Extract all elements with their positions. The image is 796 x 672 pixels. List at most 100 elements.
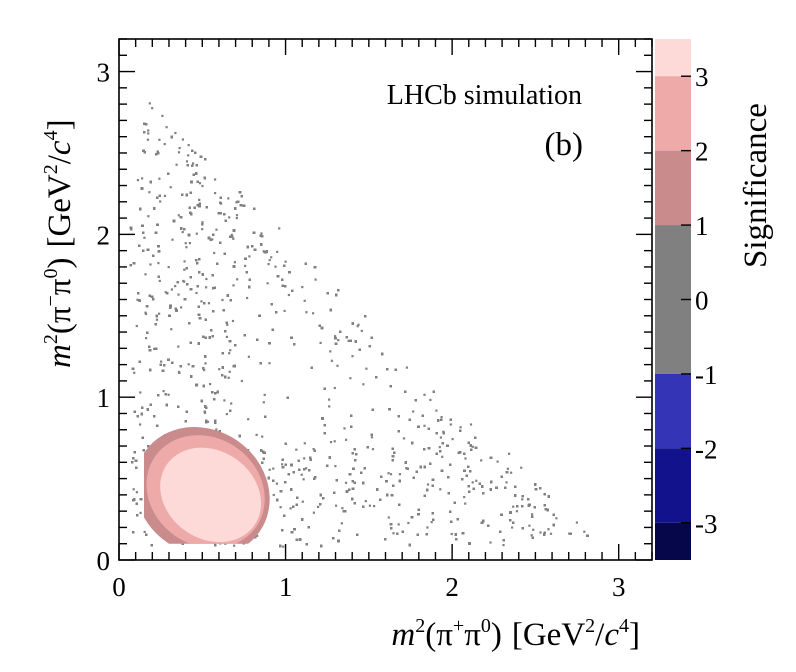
scatter-point [528, 524, 531, 527]
scatter-point [345, 438, 348, 441]
scatter-point [289, 507, 292, 510]
scatter-point [139, 511, 142, 514]
scatter-point [228, 370, 231, 373]
scatter-points [129, 102, 589, 548]
scatter-point [440, 416, 443, 419]
scatter-point [439, 436, 442, 439]
scatter-point [583, 530, 586, 533]
scatter-point [229, 349, 232, 352]
scatter-point [230, 233, 233, 236]
scatter-point [301, 500, 304, 503]
scatter-point [228, 352, 231, 355]
scatter-point [187, 144, 190, 147]
scatter-point [438, 446, 441, 449]
scatter-point [539, 531, 542, 534]
scatter-point [207, 302, 211, 305]
scatter-point [281, 463, 284, 466]
scatter-point [463, 496, 466, 499]
scatter-point [188, 242, 191, 245]
scatter-point [442, 430, 445, 433]
scatter-point [161, 114, 164, 117]
scatter-point [441, 455, 444, 458]
scatter-point [515, 510, 518, 513]
scatter-point [204, 362, 207, 365]
scatter-point [223, 399, 226, 402]
scatter-point [147, 132, 150, 135]
scatter-point [139, 391, 142, 394]
scatter-point [268, 362, 271, 365]
scatter-point [464, 502, 467, 505]
scatter-point [141, 177, 144, 180]
scatter-point [209, 383, 212, 386]
scatter-point [270, 256, 273, 259]
scatter-point [575, 521, 578, 524]
scatter-point [159, 200, 162, 203]
scatter-point [233, 544, 236, 547]
scatter-point [206, 420, 210, 423]
scatter-point [201, 228, 204, 231]
scatter-point [398, 473, 401, 476]
scatter-point [158, 279, 161, 282]
scatter-point [225, 413, 228, 416]
scatter-point [240, 379, 243, 383]
scatter-point [262, 401, 265, 404]
scatter-point [305, 311, 308, 314]
scatter-point [349, 377, 352, 380]
scatter-point [312, 511, 315, 514]
scatter-point [412, 410, 415, 413]
scatter-point [145, 337, 148, 340]
scatter-point [235, 201, 238, 204]
scatter-point [371, 448, 375, 451]
scatter-point [475, 479, 478, 482]
scatter-point [135, 491, 138, 494]
scatter-point [423, 424, 426, 427]
scatter-point [260, 232, 263, 235]
scatter-point [175, 163, 178, 166]
scatter-point [347, 339, 350, 342]
scatter-point [333, 440, 336, 443]
scatter-point [157, 262, 160, 265]
scatter-point [373, 505, 376, 508]
scatter-point [164, 291, 167, 294]
scatter-point [334, 335, 337, 338]
scatter-point [340, 522, 343, 525]
scatter-point [459, 426, 462, 429]
scatter-point [195, 291, 198, 295]
scatter-point [255, 433, 258, 436]
scatter-point [201, 184, 204, 188]
scatter-point [144, 311, 147, 314]
scatter-point [180, 306, 183, 309]
scatter-point [337, 339, 340, 342]
scatter-point [364, 500, 367, 503]
scatter-point [511, 526, 514, 529]
scatter-point [181, 138, 184, 141]
scatter-point [211, 238, 214, 241]
scatter-point [182, 279, 185, 283]
scatter-point [151, 107, 154, 110]
scatter-point [267, 263, 270, 266]
scatter-point [303, 457, 306, 460]
scatter-point [319, 341, 322, 344]
scatter-point [496, 460, 499, 463]
scatter-point [198, 198, 201, 201]
scatter-point [387, 472, 390, 475]
scatter-point [215, 428, 218, 431]
scatter-point [365, 367, 368, 370]
scatter-point [143, 530, 146, 533]
scatter-point [370, 436, 374, 439]
scatter-point [303, 442, 306, 445]
scatter-point [174, 285, 177, 288]
scatter-point [143, 236, 146, 239]
scatter-point [295, 448, 298, 451]
scatter-point [402, 437, 406, 440]
scatter-point [235, 217, 238, 220]
scatter-point [169, 186, 172, 189]
scatter-point [187, 363, 190, 366]
scatter-point [201, 221, 204, 224]
scatter-point [302, 478, 305, 481]
scatter-point [203, 368, 206, 372]
scatter-point [266, 282, 269, 285]
scatter-point [520, 466, 523, 469]
scatter-point [305, 467, 308, 470]
scatter-point [532, 528, 535, 531]
